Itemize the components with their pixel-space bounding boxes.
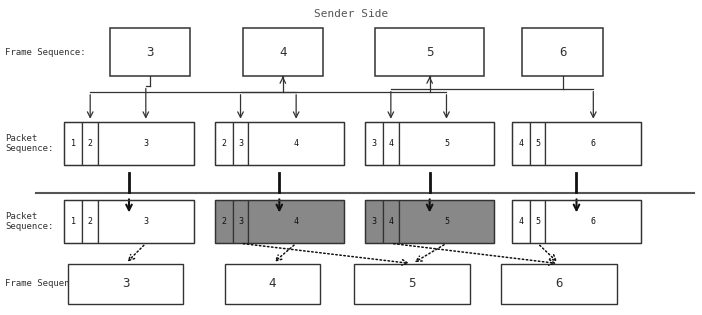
Text: 3: 3 — [146, 46, 154, 59]
Bar — [545, 122, 641, 165]
Text: 5: 5 — [426, 46, 433, 59]
Bar — [225, 264, 319, 304]
Text: 6: 6 — [591, 217, 596, 226]
Text: Frame Sequence:: Frame Sequence: — [5, 49, 86, 57]
Text: 5: 5 — [409, 278, 416, 290]
Bar — [233, 122, 249, 165]
Text: 3: 3 — [238, 217, 243, 226]
Bar — [512, 200, 530, 243]
Bar — [383, 122, 399, 165]
Bar — [365, 200, 383, 243]
Bar — [355, 264, 470, 304]
Text: 2: 2 — [221, 139, 226, 148]
Bar — [512, 200, 641, 243]
Bar — [249, 200, 344, 243]
Text: 4: 4 — [279, 46, 286, 59]
Bar — [376, 28, 484, 76]
Bar — [365, 122, 383, 165]
Text: 4: 4 — [518, 217, 524, 226]
Text: 4: 4 — [293, 217, 298, 226]
Bar — [68, 264, 183, 304]
Text: Frame Sequence:: Frame Sequence: — [5, 279, 86, 289]
Bar — [110, 28, 190, 76]
Text: 1: 1 — [71, 139, 76, 148]
Text: 6: 6 — [555, 278, 563, 290]
Text: 3: 3 — [238, 139, 243, 148]
Bar — [215, 122, 344, 165]
Text: Packet
Sequence:: Packet Sequence: — [5, 134, 53, 153]
Text: 4: 4 — [293, 139, 298, 148]
Text: 2: 2 — [88, 217, 93, 226]
Text: 2: 2 — [221, 217, 226, 226]
Text: 4: 4 — [388, 217, 393, 226]
Text: Packet
Sequence:: Packet Sequence: — [5, 212, 53, 231]
Bar — [98, 200, 194, 243]
Text: 4: 4 — [518, 139, 524, 148]
Text: 5: 5 — [444, 217, 449, 226]
Bar — [399, 122, 494, 165]
Bar — [530, 122, 545, 165]
Bar — [545, 200, 641, 243]
Bar — [530, 200, 545, 243]
Bar — [65, 200, 194, 243]
Bar — [215, 122, 233, 165]
Text: Sender Side: Sender Side — [314, 9, 388, 19]
Bar — [65, 200, 82, 243]
Bar — [249, 122, 344, 165]
Bar — [82, 200, 98, 243]
Bar — [512, 122, 641, 165]
Bar — [65, 122, 82, 165]
Text: 3: 3 — [143, 217, 148, 226]
Bar — [365, 200, 494, 243]
Bar — [522, 28, 603, 76]
Bar — [215, 200, 344, 243]
Bar — [98, 122, 194, 165]
Text: 6: 6 — [559, 46, 567, 59]
Text: 5: 5 — [444, 139, 449, 148]
Bar — [383, 200, 399, 243]
Text: 5: 5 — [535, 217, 541, 226]
Bar — [215, 200, 233, 243]
Text: 2: 2 — [88, 139, 93, 148]
Bar — [82, 122, 98, 165]
Text: 6: 6 — [591, 139, 596, 148]
Bar — [233, 200, 249, 243]
Bar — [399, 200, 494, 243]
Bar — [65, 122, 194, 165]
Text: 5: 5 — [535, 139, 541, 148]
Bar — [501, 264, 616, 304]
Text: 3: 3 — [121, 278, 129, 290]
Bar — [243, 28, 323, 76]
Text: 1: 1 — [71, 217, 76, 226]
Bar — [365, 122, 494, 165]
Text: 3: 3 — [143, 139, 148, 148]
Text: 3: 3 — [371, 217, 376, 226]
Text: 4: 4 — [269, 278, 276, 290]
Bar — [512, 122, 530, 165]
Text: 4: 4 — [388, 139, 393, 148]
Text: 3: 3 — [371, 139, 376, 148]
